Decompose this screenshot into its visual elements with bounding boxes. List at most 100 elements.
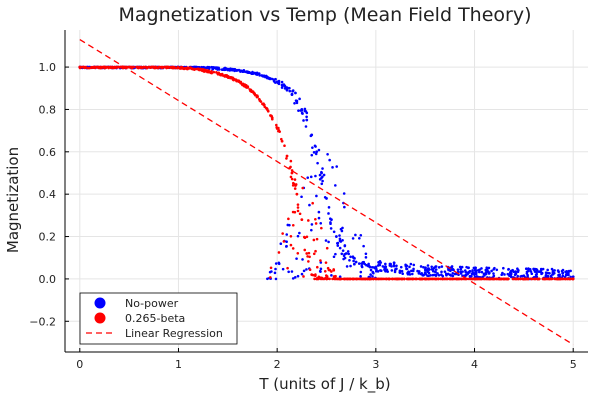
- data-point: [524, 267, 528, 271]
- data-point: [378, 263, 382, 267]
- data-point: [313, 277, 316, 281]
- data-point: [443, 270, 447, 273]
- data-point: [315, 194, 318, 198]
- data-point: [108, 65, 112, 69]
- data-point: [483, 277, 486, 281]
- data-point: [445, 277, 448, 281]
- legend-label-0-265-beta: 0.265-beta: [125, 312, 185, 325]
- data-point: [340, 277, 344, 281]
- data-point: [135, 66, 139, 69]
- data-point: [440, 270, 443, 274]
- data-point: [548, 277, 551, 281]
- data-point: [319, 259, 322, 262]
- data-point: [106, 65, 110, 69]
- data-point: [314, 273, 317, 276]
- data-point: [296, 274, 300, 278]
- data-point: [242, 68, 246, 72]
- data-point: [265, 75, 269, 79]
- data-point: [321, 175, 324, 179]
- data-point: [305, 111, 309, 115]
- data-point: [430, 277, 434, 281]
- data-point: [476, 277, 479, 281]
- data-point: [306, 255, 309, 258]
- data-point: [293, 178, 297, 181]
- data-point: [269, 276, 272, 279]
- data-point: [467, 266, 470, 270]
- data-point: [307, 219, 310, 222]
- data-point: [502, 266, 505, 270]
- data-point: [154, 65, 158, 69]
- data-point: [293, 101, 296, 105]
- data-point: [507, 273, 511, 276]
- data-point: [401, 272, 404, 276]
- data-point: [303, 248, 307, 252]
- data-point: [426, 270, 429, 273]
- data-point: [400, 277, 403, 281]
- data-point: [532, 277, 536, 281]
- data-point: [258, 99, 262, 102]
- data-point: [405, 267, 409, 271]
- data-point: [261, 102, 264, 106]
- y-tick-label: 0.8: [39, 103, 57, 116]
- data-point: [280, 139, 284, 143]
- data-point: [535, 270, 538, 274]
- data-point: [359, 277, 363, 281]
- data-point: [492, 272, 495, 275]
- data-point: [308, 203, 311, 207]
- data-point: [465, 265, 468, 269]
- data-point: [466, 277, 470, 281]
- data-point: [324, 239, 328, 242]
- data-point: [512, 270, 515, 274]
- data-point: [320, 182, 324, 186]
- data-point: [566, 271, 570, 274]
- data-point: [290, 177, 294, 181]
- data-point: [453, 272, 457, 276]
- data-point: [441, 277, 445, 281]
- data-point: [421, 277, 424, 281]
- data-point: [557, 277, 560, 281]
- data-point: [302, 269, 306, 273]
- data-point: [237, 79, 240, 83]
- data-point: [289, 175, 293, 179]
- data-point: [493, 277, 497, 281]
- data-point: [392, 261, 396, 265]
- data-point: [480, 267, 483, 270]
- data-point: [526, 273, 529, 277]
- data-point: [178, 67, 182, 70]
- data-point: [225, 73, 229, 77]
- data-point: [341, 226, 344, 230]
- data-point: [375, 267, 378, 271]
- data-point: [353, 257, 356, 260]
- data-point: [457, 273, 460, 277]
- data-point: [253, 72, 257, 75]
- data-point: [307, 251, 311, 255]
- data-point: [419, 265, 423, 268]
- data-point: [400, 269, 404, 273]
- data-point: [424, 272, 428, 276]
- data-point: [247, 71, 251, 74]
- data-point: [469, 277, 473, 281]
- data-point: [206, 69, 210, 72]
- data-point: [290, 92, 294, 96]
- data-point: [306, 176, 310, 179]
- data-point: [546, 268, 549, 272]
- data-point: [321, 179, 324, 183]
- data-point: [499, 277, 503, 281]
- data-point: [437, 273, 441, 277]
- data-point: [351, 237, 355, 240]
- data-point: [283, 87, 287, 90]
- data-point: [409, 277, 412, 281]
- data-point: [223, 75, 227, 78]
- data-point: [319, 221, 323, 225]
- data-point: [471, 277, 475, 281]
- data-point: [411, 277, 415, 281]
- data-point: [84, 66, 88, 69]
- data-point: [302, 119, 305, 122]
- data-point: [419, 277, 422, 281]
- data-point: [561, 268, 565, 272]
- data-point: [241, 83, 244, 87]
- data-point: [379, 269, 382, 272]
- data-point: [309, 175, 313, 179]
- data-point: [255, 95, 259, 99]
